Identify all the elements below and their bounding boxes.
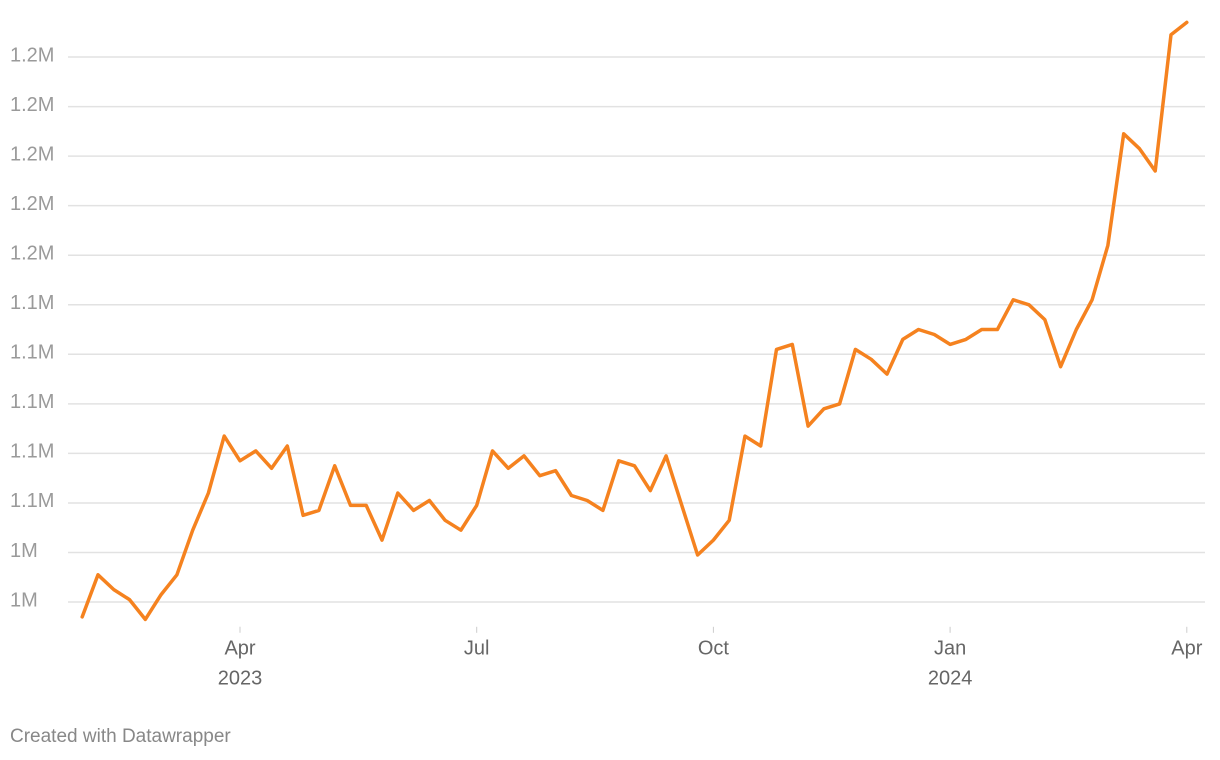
y-tick-label: 1.1M [10,441,54,463]
x-tick-year: 2024 [928,667,973,689]
y-tick-label: 1.2M [10,193,54,215]
y-tick-label: 1.2M [10,94,54,116]
y-tick-label: 1.2M [10,143,54,165]
x-tick-year: 2023 [218,667,263,689]
y-tick-label: 1.2M [10,243,54,265]
y-tick-label: 1.1M [10,342,54,364]
y-tick-label: 1.2M [10,44,54,66]
line [80,20,1189,622]
y-tick-label: 1.1M [10,490,54,512]
x-tick-label: Oct [698,637,730,659]
x-tick-label: Apr [1171,637,1202,659]
y-tick-label: 1M [10,589,38,611]
y-tick-label: 1.1M [10,292,54,314]
x-tick-label: Jul [464,637,490,659]
x-tick-label: Jan [934,637,966,659]
x-tick-label: Apr [224,637,255,659]
y-tick-label: 1.1M [10,391,54,413]
footer: Created with Datawrapper [10,726,231,747]
y-tick-label: 1M [10,540,38,562]
